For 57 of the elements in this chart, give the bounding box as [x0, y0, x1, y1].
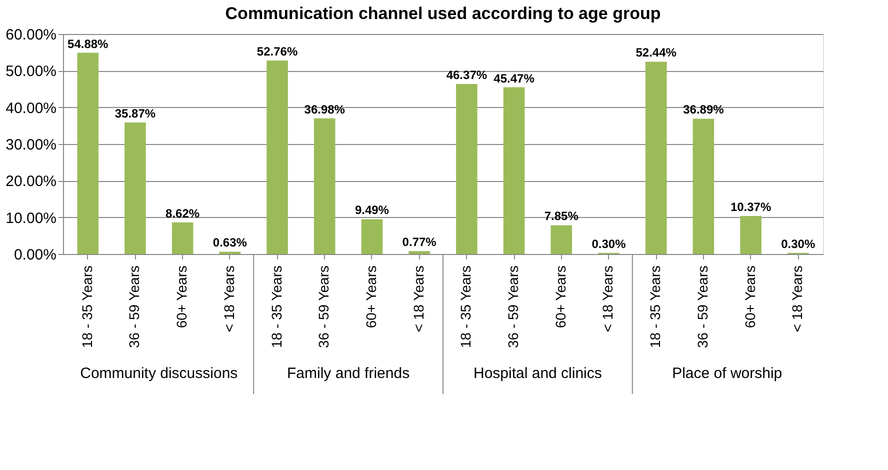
data-label: 46.37% [446, 68, 488, 82]
chart-title: Communication channel used according to age group [225, 4, 661, 23]
data-label: 0.30% [592, 236, 626, 251]
data-label: 10.37% [730, 200, 772, 214]
text: Hospital and clinics [474, 365, 602, 382]
x-tick-label: 36 - 59 Years [316, 266, 332, 348]
bar [124, 122, 146, 254]
bar [408, 251, 430, 254]
bar [266, 60, 288, 254]
x-tick-label: 36 - 59 Years [694, 266, 710, 348]
x-tick-label: < 18 Years [410, 266, 426, 332]
text: Family and friends [287, 365, 410, 382]
x-tick-label: 18 - 35 Years [647, 266, 664, 348]
bar [361, 219, 383, 254]
bar [645, 62, 667, 254]
data-label: 0.63% [212, 236, 248, 250]
data-label: 9.49% [354, 203, 390, 218]
x-tick-label: 60+ Years [552, 266, 568, 328]
data-label: 45.47% [494, 71, 535, 86]
data-label: 52.44% [636, 46, 677, 60]
y-tick-label: 60.00% [6, 26, 56, 44]
y-tick-label: 30.00% [6, 136, 56, 154]
data-label: 35.87% [114, 106, 156, 120]
data-label: 8.62% [166, 206, 200, 220]
data-label: 7.85% [544, 209, 579, 224]
x-tick-label: < 18 Years [789, 266, 806, 332]
x-tick-label: < 18 Years [600, 266, 616, 332]
x-tick-label: 18 - 35 Years [458, 266, 474, 348]
bar [740, 216, 762, 254]
bar [550, 225, 572, 254]
data-label: 0.30% [781, 236, 816, 251]
bar [692, 118, 714, 254]
y-tick-label: 40.00% [6, 100, 56, 117]
bar [172, 222, 194, 254]
x-tick-label: 60+ Years [362, 266, 379, 328]
bar [503, 87, 525, 254]
x-tick-label: 18 - 35 Years [78, 266, 95, 348]
data-label: 0.77% [402, 235, 437, 250]
x-tick-label: < 18 Years [220, 266, 237, 332]
y-tick-label: 20.00% [6, 173, 56, 190]
bar [77, 52, 99, 254]
data-label: 52.76% [256, 44, 298, 59]
text: Place of worship [672, 365, 782, 382]
bar [314, 118, 336, 254]
data-label: 36.98% [304, 102, 346, 116]
x-tick-label: 60+ Years [742, 266, 758, 328]
y-tick-label: 0.00% [14, 246, 56, 264]
data-label: 36.89% [683, 102, 724, 117]
bar [456, 84, 478, 254]
x-tick-label: 18 - 35 Years [268, 266, 284, 348]
x-tick-label: 60+ Years [174, 266, 190, 328]
data-label: 54.88% [68, 36, 109, 51]
y-tick-label: 10.00% [6, 210, 56, 227]
x-tick-label: 36 - 59 Years [505, 266, 522, 348]
text: Community discussions [80, 365, 238, 382]
y-tick-label: 50.00% [6, 63, 56, 80]
x-tick-label: 36 - 59 Years [126, 266, 142, 348]
